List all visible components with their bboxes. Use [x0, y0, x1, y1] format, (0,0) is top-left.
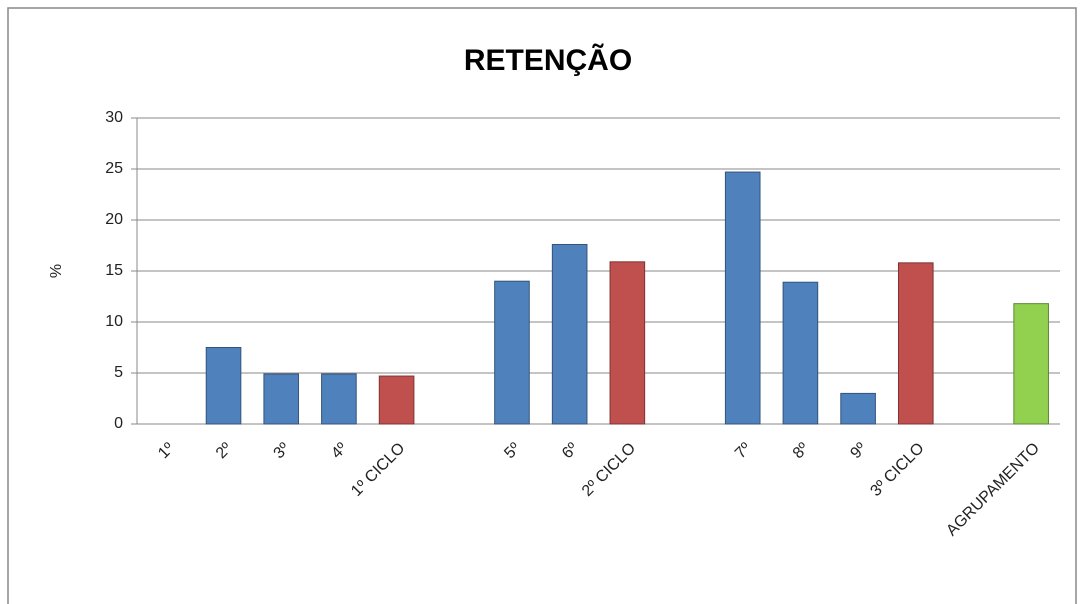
- y-tick-label: 20: [105, 211, 123, 228]
- bar: [321, 373, 357, 425]
- bar: [840, 392, 876, 425]
- bar: [494, 280, 530, 425]
- bar: [263, 373, 300, 425]
- bar: [609, 261, 646, 425]
- y-tick-label: 30: [105, 109, 123, 126]
- bar: [205, 347, 242, 425]
- chart-title: RETENÇÃO: [464, 43, 632, 77]
- bar: [724, 171, 761, 425]
- bar: [897, 262, 934, 425]
- y-tick-label: 25: [105, 160, 123, 177]
- y-tick-label: 0: [114, 415, 123, 432]
- bar: [782, 281, 819, 425]
- y-tick-label: 15: [105, 262, 123, 279]
- y-tick-label: 5: [114, 364, 123, 381]
- y-tick-label: 10: [105, 313, 123, 330]
- bar: [378, 375, 415, 425]
- bar: [551, 243, 588, 425]
- y-axis-label: %: [48, 264, 65, 278]
- bar: [1013, 303, 1049, 425]
